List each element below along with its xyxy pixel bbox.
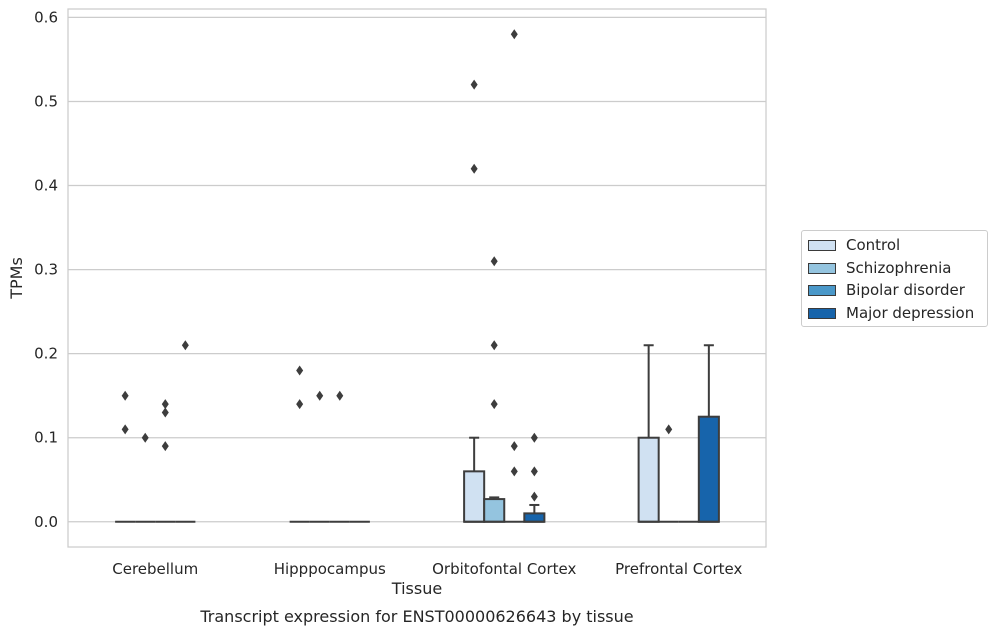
y-tick-label: 0.3: [34, 261, 58, 279]
box-group: [483, 496, 506, 523]
outlier-point: [530, 432, 538, 443]
legend-item-schizophrenia: Schizophrenia: [808, 259, 951, 277]
y-tick-label: 0.6: [34, 8, 58, 26]
legend-label-control: Control: [846, 236, 901, 254]
box-group: [463, 436, 486, 523]
outlier-point: [316, 390, 324, 401]
outlier-point: [510, 466, 518, 477]
outlier-point: [296, 365, 304, 376]
x-tick-label: Orbitofontal Cortex: [432, 560, 576, 578]
legend-label-schizophrenia: Schizophrenia: [846, 259, 952, 277]
box: [697, 415, 720, 523]
outlier-point: [181, 340, 189, 351]
outlier-point: [510, 441, 518, 452]
legend-swatch-major-depression: [808, 307, 836, 319]
y-tick-label: 0.0: [34, 513, 58, 531]
outlier-point: [470, 163, 478, 174]
outlier-point: [490, 399, 498, 410]
legend-label-major-depression: Major depression: [846, 304, 975, 322]
outlier-point: [121, 424, 129, 435]
legend-swatch-control: [808, 239, 836, 251]
outlier-point: [121, 390, 129, 401]
x-tick-label: Hipppocampus: [274, 560, 386, 578]
outlier-point: [530, 466, 538, 477]
legend-item-bipolar-disorder: Bipolar disorder: [808, 281, 965, 299]
legend-item-major-depression: Major depression: [808, 304, 974, 322]
box: [483, 498, 506, 523]
box: [523, 512, 546, 523]
legend: Control Schizophrenia Bipolar disorder M…: [801, 230, 988, 327]
outlier-point: [296, 399, 304, 410]
outlier-point: [141, 432, 149, 443]
x-tick-label: Prefrontal Cortex: [615, 560, 742, 578]
plot-frame: [67, 8, 767, 548]
box: [637, 436, 660, 523]
outlier-point: [490, 340, 498, 351]
outlier-point: [470, 79, 478, 90]
outlier-point: [161, 407, 169, 418]
y-tick-labels: 0.0 0.1 0.2 0.3 0.4 0.5 0.6: [34, 8, 58, 530]
box: [463, 470, 486, 523]
outlier-point: [490, 256, 498, 267]
legend-swatch-bipolar-disorder: [808, 284, 836, 296]
grid-lines: [68, 16, 766, 523]
y-axis-label: TPMs: [7, 257, 26, 300]
y-tick-label: 0.2: [34, 345, 58, 363]
chart-title: Transcript expression for ENST0000062664…: [199, 607, 633, 626]
outlier-point: [161, 399, 169, 410]
x-axis-label: Tissue: [391, 579, 442, 598]
outlier-points: [121, 29, 673, 502]
outlier-point: [161, 441, 169, 452]
box-group: [523, 503, 546, 523]
outlier-point: [510, 29, 518, 40]
legend-label-bipolar-disorder: Bipolar disorder: [846, 281, 965, 299]
box-series: [115, 344, 720, 523]
y-tick-label: 0.1: [34, 429, 58, 447]
x-tick-label: Cerebellum: [112, 560, 198, 578]
box-group: [637, 344, 660, 523]
y-tick-label: 0.4: [34, 177, 58, 195]
box-group: [697, 344, 720, 523]
legend-item-control: Control: [808, 236, 900, 254]
y-tick-label: 0.5: [34, 92, 58, 110]
x-tick-labels: Cerebellum Hipppocampus Orbitofontal Corte…: [112, 560, 742, 578]
outlier-point: [530, 491, 538, 502]
legend-swatch-schizophrenia: [808, 262, 836, 274]
outlier-point: [665, 424, 673, 435]
outlier-point: [336, 390, 344, 401]
